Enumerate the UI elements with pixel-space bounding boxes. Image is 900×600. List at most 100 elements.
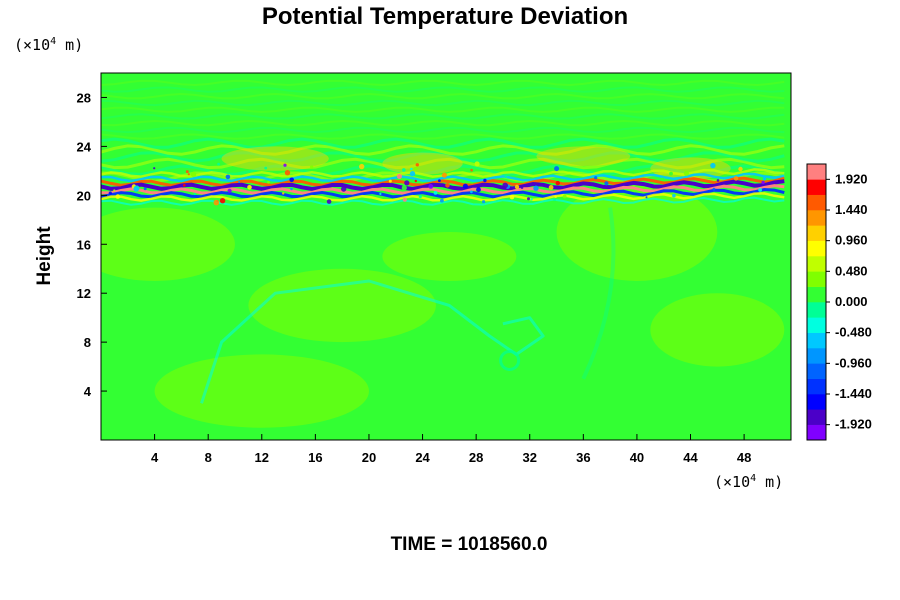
x-tick-label: 12 xyxy=(255,450,269,465)
layer-speckle xyxy=(310,165,314,169)
colorbar-swatch xyxy=(807,256,826,272)
layer-stripe xyxy=(101,179,785,192)
layer-stripe xyxy=(101,187,785,199)
colorbar-swatches xyxy=(807,164,826,441)
layer-speckle xyxy=(185,170,189,174)
layer-speckle xyxy=(504,175,507,178)
layer-speckle xyxy=(414,179,417,183)
layer-speckle xyxy=(502,182,509,189)
warm-blob xyxy=(221,146,329,171)
layer-speckle xyxy=(341,186,347,192)
layer-speckle xyxy=(669,171,673,176)
colorbar-swatch xyxy=(807,179,826,195)
eddy-trail xyxy=(581,207,616,380)
layer-speckle xyxy=(289,177,295,183)
layer-speckle xyxy=(758,188,762,192)
colorbar-swatch xyxy=(807,317,826,333)
layer-speckle xyxy=(433,191,438,195)
layer-speckle xyxy=(414,166,418,171)
x-axis-ticks: 4 8 12 16 20 24 28 32 36 40 44 48 xyxy=(151,434,751,465)
wave-stripe xyxy=(101,151,785,163)
layer-speckle xyxy=(113,189,116,192)
layer-speckle xyxy=(225,174,231,180)
warm-blob xyxy=(536,146,631,166)
layer-stripe xyxy=(101,172,785,183)
layer-speckle xyxy=(594,176,598,180)
layer-speckle xyxy=(548,185,554,190)
layer-speckle xyxy=(527,197,530,201)
layer-speckle xyxy=(470,190,473,194)
y-axis-ticks: 4 8 12 16 20 24 28 xyxy=(77,90,107,399)
eddy-arc xyxy=(200,279,545,404)
layer-speckle xyxy=(476,187,481,193)
field-patch xyxy=(154,354,369,428)
layer-speckle xyxy=(227,188,232,193)
warm-blob xyxy=(382,152,463,175)
layer-speckle xyxy=(553,198,556,202)
layer-speckle xyxy=(404,180,410,186)
x-tick-label: 24 xyxy=(415,450,430,465)
x-tick-label: 8 xyxy=(205,450,212,465)
y-tick-label: 4 xyxy=(84,384,92,399)
layer-speckle xyxy=(326,199,332,204)
layer-speckle xyxy=(133,186,139,192)
colorbar-tick-label: 0.480 xyxy=(835,263,868,278)
plot-area xyxy=(101,73,791,440)
layer-speckle xyxy=(762,177,767,181)
colorbar-swatch xyxy=(807,424,826,441)
layer-speckle xyxy=(470,168,473,172)
wave-stripe xyxy=(101,113,785,120)
layer-speckle xyxy=(219,198,226,204)
wave-stripe xyxy=(101,99,785,107)
layer-speckle xyxy=(738,166,743,172)
field-patch xyxy=(556,183,718,281)
layer-speckle xyxy=(554,195,557,198)
layer-speckle xyxy=(283,163,287,167)
layer-speckle xyxy=(555,180,560,186)
wave-stripe xyxy=(101,133,785,140)
layer-speckle xyxy=(153,167,156,170)
layer-speckle xyxy=(462,183,468,189)
colorbar-swatch xyxy=(807,164,826,180)
layer-speckle xyxy=(520,186,524,189)
layer-speckle xyxy=(712,187,716,191)
layer-speckle xyxy=(183,184,186,187)
field-layer xyxy=(101,79,785,428)
layer-speckle xyxy=(672,193,676,198)
plot-frame xyxy=(100,72,792,441)
colorbar-swatch xyxy=(807,363,826,379)
colorbar-swatch xyxy=(807,240,826,257)
layer-speckle xyxy=(445,183,450,188)
layer-stripe xyxy=(101,184,785,195)
x-tick-label: 40 xyxy=(630,450,644,465)
layer-speckle xyxy=(645,196,648,199)
layer-speckle xyxy=(143,187,147,191)
layer-speckle xyxy=(388,179,392,183)
wave-stripe xyxy=(101,157,785,170)
layer-speckle xyxy=(441,172,447,178)
layer-speckle xyxy=(683,170,690,176)
colorbar-swatch xyxy=(807,271,826,287)
colorbar-swatch xyxy=(807,194,826,211)
layer-speckle xyxy=(213,199,220,206)
wave-stripe xyxy=(101,79,785,87)
colorbar-tick-label: 0.000 xyxy=(835,294,868,309)
layer-speckle xyxy=(509,194,515,200)
colorbar-swatch xyxy=(807,286,826,303)
chart-title: Potential Temperature Deviation xyxy=(262,3,628,30)
eddy-core xyxy=(499,349,521,371)
layer-speckle xyxy=(108,191,112,195)
y-tick-label: 16 xyxy=(77,237,91,252)
colorbar-swatch xyxy=(807,348,826,364)
field-patch xyxy=(248,268,436,343)
layer-speckle xyxy=(264,166,268,170)
y-tick-label: 28 xyxy=(77,90,91,105)
layer-speckle xyxy=(282,192,285,195)
layer-speckle xyxy=(438,179,441,183)
colorbar-tick-label: -1.440 xyxy=(835,386,872,401)
colorbar-tick-label: -0.480 xyxy=(835,325,872,340)
layer-stripe xyxy=(101,176,785,187)
layer-speckle xyxy=(401,185,407,191)
layer-speckle xyxy=(428,184,434,189)
